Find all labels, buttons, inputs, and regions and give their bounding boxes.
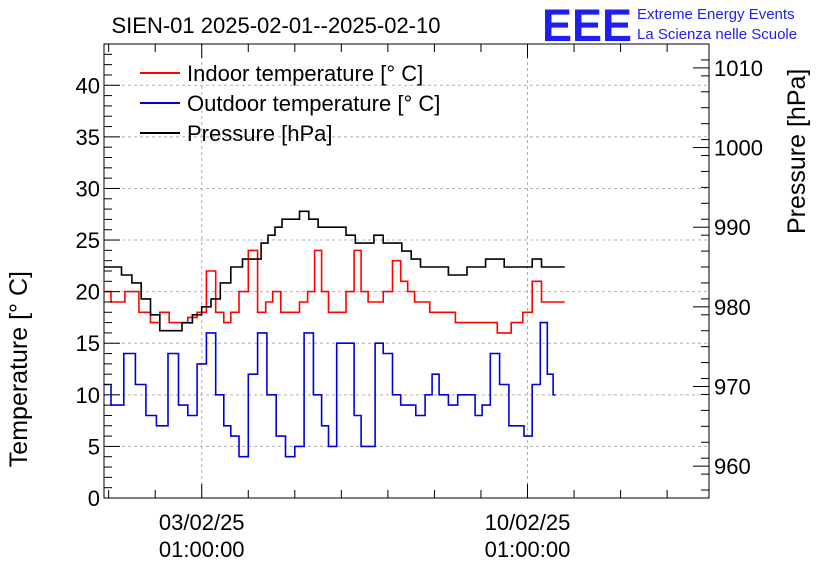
y-tick-label: 35 <box>76 125 100 150</box>
y2-tick-label: 990 <box>714 215 751 240</box>
axes: 0 5 10 15 20 25 30 35 40 960 970 980 990 1000 1010 03/0… <box>76 43 763 562</box>
y2-tick-label: 1000 <box>714 136 763 161</box>
eee-logo-line1: Extreme Energy Events <box>637 6 795 23</box>
y-tick-label: 25 <box>76 228 100 253</box>
y-axis-label: Temperature [° C] <box>5 271 33 467</box>
eee-logo-line2: La Scienza nelle Scuole <box>637 26 797 43</box>
series-line-1 <box>104 321 556 458</box>
x-tick-label-time: 01:00:00 <box>159 537 245 562</box>
legend-label-2: Pressure [hPa] <box>187 121 333 146</box>
x-tick-label-date: 10/02/25 <box>485 510 571 535</box>
x-tick-label-date: 03/02/25 <box>159 510 245 535</box>
y-tick-label: 15 <box>76 331 100 356</box>
grid <box>104 44 709 498</box>
series-line-2 <box>104 210 565 332</box>
y2-tick-label: 1010 <box>714 56 763 81</box>
y2-tick-label: 960 <box>714 454 751 479</box>
y2-tick-label: 980 <box>714 295 751 320</box>
y-tick-label: 10 <box>76 383 100 408</box>
y-tick-label: 0 <box>88 486 100 511</box>
x-tick-label-time: 01:00:00 <box>485 537 571 562</box>
legend-label-1: Outdoor temperature [° C] <box>187 91 440 116</box>
chart-title: SIEN-01 2025-02-01--2025-02-10 <box>112 13 441 38</box>
eee-logo-mark: EEE <box>542 0 632 51</box>
y-tick-label: 40 <box>76 73 100 98</box>
y-tick-label: 30 <box>76 176 100 201</box>
y-tick-label: 5 <box>88 434 100 459</box>
legend-label-0: Indoor temperature [° C] <box>187 61 423 86</box>
series-group <box>104 210 565 458</box>
eee-logo: EEE Extreme Energy Events La Scienza nel… <box>542 0 797 51</box>
y2-tick-label: 970 <box>714 374 751 399</box>
y-tick-label: 20 <box>76 280 100 305</box>
y2-axis-label: Pressure [hPa] <box>783 69 811 234</box>
legend: Indoor temperature [° C] Outdoor temperat… <box>140 61 440 146</box>
